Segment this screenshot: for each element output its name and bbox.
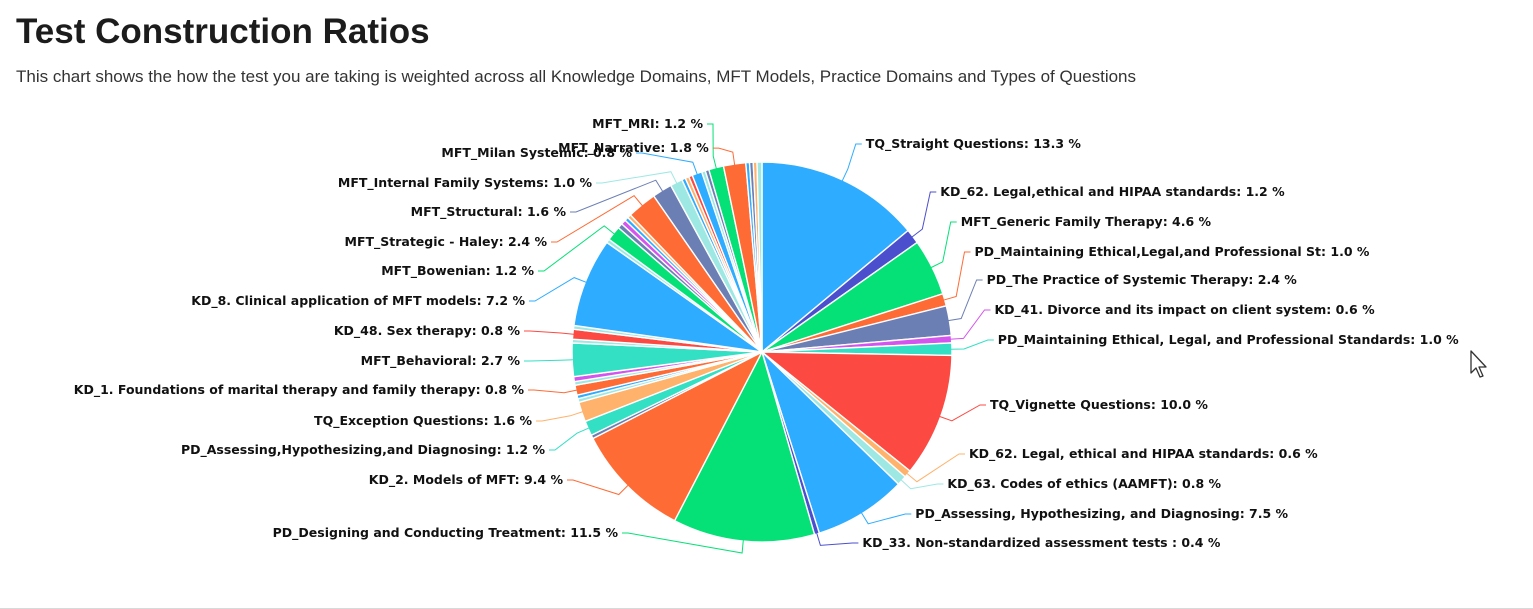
pie-label-connector — [841, 143, 862, 183]
pie-slices — [571, 161, 953, 543]
pie-slice-label: MFT_Behavioral: 2.7 % — [361, 353, 521, 369]
pie-slice-label: KD_8. Clinical application of MFT models… — [191, 293, 525, 309]
pie-slice-label: MFT_Narrative: 1.8 % — [558, 140, 709, 156]
pie-slice-label: PD_Assessing, Hypothesizing, and Diagnos… — [915, 506, 1288, 522]
pie-slice-label: PD_Designing and Conducting Treatment: 1… — [273, 525, 619, 541]
pie-slice-label: TQ_Vignette Questions: 10.0 % — [990, 397, 1208, 413]
pie-label-connector — [529, 277, 588, 302]
pie-label-connector — [712, 147, 736, 167]
pie-label-connector — [549, 427, 591, 451]
pie-label-connector — [947, 279, 983, 322]
pie-slice-label: KD_1. Foundations of marital therapy and… — [74, 382, 525, 398]
pie-label-connector — [910, 191, 937, 238]
pie-slice-label: MFT_Generic Family Therapy: 4.6 % — [961, 214, 1212, 230]
pie-label-connector — [938, 404, 986, 422]
pie-slice-label: MFT_Bowenian: 1.2 % — [381, 263, 534, 279]
pie-label-connectors — [524, 123, 994, 554]
pie-label-connector — [538, 225, 616, 272]
pie-slice-label: KD_33. Non-standardized assessment tests… — [862, 535, 1220, 551]
pie-label-connector — [860, 511, 912, 525]
pie-slice-label: PD_Assessing,Hypothesizing,and Diagnosin… — [181, 442, 546, 458]
pie-label-connector — [551, 195, 644, 243]
pie-slice-label: TQ_Exception Questions: 1.6 % — [314, 413, 532, 429]
pie-label-connector — [536, 410, 584, 422]
page-title: Test Construction Ratios — [16, 12, 430, 51]
pie-slice-label: TQ_Straight Questions: 13.3 % — [866, 136, 1082, 152]
pie-slice-label: KD_63. Codes of ethics (AAMFT): 0.8 % — [947, 476, 1221, 492]
pie-slice-label: PD_Maintaining Ethical,Legal,and Profess… — [975, 244, 1370, 260]
pie-label-connector — [622, 532, 744, 554]
mouse-cursor-icon — [1470, 350, 1487, 378]
pie-slice-label: KD_2. Models of MFT: 9.4 % — [369, 472, 564, 488]
page-subtitle: This chart shows the how the test you ar… — [16, 67, 1137, 86]
pie-label-connector — [524, 330, 575, 335]
pie-slice-label: MFT_Strategic - Haley: 2.4 % — [345, 234, 548, 250]
pie-slice-label: KD_62. Legal,ethical and HIPAA standards… — [940, 184, 1285, 200]
pie-label-connector — [636, 152, 699, 176]
pie-label-connector — [815, 531, 859, 546]
pie-label-connector — [942, 251, 971, 301]
pie-label-connector — [570, 179, 664, 213]
pie-slice-label: PD_The Practice of Systemic Therapy: 2.4… — [987, 272, 1298, 288]
pie-label-connector — [528, 389, 578, 394]
pie-slice-label: KD_48. Sex therapy: 0.8 % — [334, 323, 521, 339]
pie-label-connector — [929, 221, 957, 269]
pie-label-connector — [900, 478, 944, 490]
pie-labels: TQ_Straight Questions: 13.3 % KD_62. Lega… — [74, 116, 1459, 551]
pie-label-connector — [949, 309, 991, 340]
pie-slice-label: MFT_Structural: 1.6 % — [411, 204, 567, 220]
pie-slice-label: KD_62. Legal, ethical and HIPAA standard… — [969, 446, 1318, 462]
pie-label-connector — [707, 123, 718, 170]
pie-slice-label: PD_Maintaining Ethical, Legal, and Profe… — [998, 332, 1459, 348]
pie-label-connector — [905, 453, 965, 483]
pie-slice[interactable] — [756, 161, 763, 353]
pie-label-connector — [596, 171, 678, 185]
pie-slice-label: KD_41. Divorce and its impact on client … — [995, 302, 1376, 318]
pie-slice-label: MFT_Internal Family Systems: 1.0 % — [338, 175, 593, 191]
pie-slice-label: MFT_MRI: 1.2 % — [592, 116, 703, 132]
pie-label-connector — [949, 339, 994, 350]
pie-slice-label: MFT_Milan Systemic: 0.8 % — [441, 145, 632, 161]
pie-label-connector — [567, 479, 630, 496]
pie-label-connector — [524, 359, 575, 362]
